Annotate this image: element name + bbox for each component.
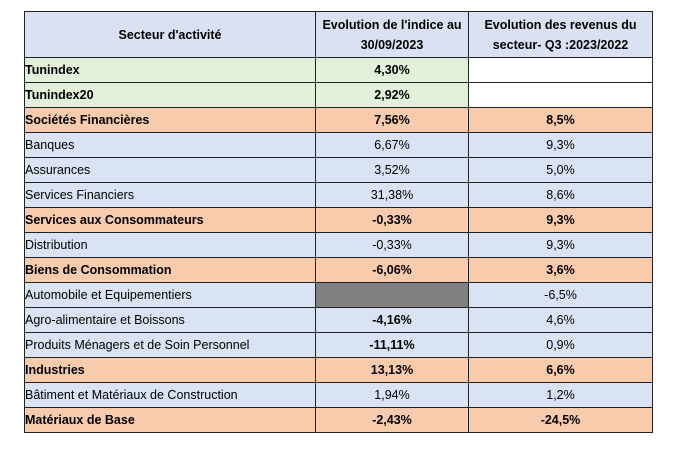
revenue-value: -6,5% bbox=[468, 282, 653, 308]
row-label: Assurances bbox=[24, 157, 316, 183]
index-value: 1,94% bbox=[315, 382, 469, 408]
table-row: Sociétés Financières 7,56% 8,5% bbox=[24, 107, 653, 133]
header-sector: Secteur d'activité bbox=[24, 11, 316, 58]
index-value: -2,43% bbox=[315, 407, 469, 433]
row-label: Distribution bbox=[24, 232, 316, 258]
row-label: Bâtiment et Matériaux de Construction bbox=[24, 382, 316, 408]
sector-performance-table: Secteur d'activité Evolution de l'indice… bbox=[24, 11, 653, 433]
revenue-value: -24,5% bbox=[468, 407, 653, 433]
index-value: -6,06% bbox=[315, 257, 469, 283]
revenue-value: 8,5% bbox=[468, 107, 653, 133]
row-label: Industries bbox=[24, 357, 316, 383]
index-value: 13,13% bbox=[315, 357, 469, 383]
revenue-value: 9,3% bbox=[468, 232, 653, 258]
row-label: Tunindex bbox=[24, 57, 316, 83]
table-row: Services aux Consommateurs -0,33% 9,3% bbox=[24, 207, 653, 233]
index-value: 6,67% bbox=[315, 132, 469, 158]
revenue-value bbox=[468, 57, 653, 83]
table-row: Matériaux de Base -2,43% -24,5% bbox=[24, 407, 653, 433]
row-label: Services aux Consommateurs bbox=[24, 207, 316, 233]
revenue-value bbox=[468, 82, 653, 108]
revenue-value: 3,6% bbox=[468, 257, 653, 283]
index-value: -0,33% bbox=[315, 207, 469, 233]
table-row: Bâtiment et Matériaux de Construction 1,… bbox=[24, 382, 653, 408]
table-header-row: Secteur d'activité Evolution de l'indice… bbox=[24, 11, 653, 58]
table-row: Industries 13,13% 6,6% bbox=[24, 357, 653, 383]
revenue-value: 0,9% bbox=[468, 332, 653, 358]
row-label: Sociétés Financières bbox=[24, 107, 316, 133]
row-label: Services Financiers bbox=[24, 182, 316, 208]
table-row: Biens de Consommation -6,06% 3,6% bbox=[24, 257, 653, 283]
revenue-value: 6,6% bbox=[468, 357, 653, 383]
table-row: Automobile et Equipementiers -6,5% bbox=[24, 282, 653, 308]
revenue-value: 4,6% bbox=[468, 307, 653, 333]
index-no-data-cell bbox=[315, 282, 469, 308]
revenue-value: 8,6% bbox=[468, 182, 653, 208]
table-row: Tunindex20 2,92% bbox=[24, 82, 653, 108]
index-value: 2,92% bbox=[315, 82, 469, 108]
index-value: -11,11% bbox=[315, 332, 469, 358]
index-value: 4,30% bbox=[315, 57, 469, 83]
table-row: Assurances 3,52% 5,0% bbox=[24, 157, 653, 183]
revenue-value: 9,3% bbox=[468, 207, 653, 233]
index-value: 31,38% bbox=[315, 182, 469, 208]
row-label: Matériaux de Base bbox=[24, 407, 316, 433]
row-label: Produits Ménagers et de Soin Personnel bbox=[24, 332, 316, 358]
header-index-evolution: Evolution de l'indice au 30/09/2023 bbox=[315, 11, 469, 58]
header-revenue-evolution: Evolution des revenus du secteur- Q3 :20… bbox=[468, 11, 653, 58]
row-label: Banques bbox=[24, 132, 316, 158]
revenue-value: 1,2% bbox=[468, 382, 653, 408]
table-row: Services Financiers 31,38% 8,6% bbox=[24, 182, 653, 208]
index-value: 7,56% bbox=[315, 107, 469, 133]
row-label: Agro-alimentaire et Boissons bbox=[24, 307, 316, 333]
table-row: Banques 6,67% 9,3% bbox=[24, 132, 653, 158]
revenue-value: 5,0% bbox=[468, 157, 653, 183]
row-label: Tunindex20 bbox=[24, 82, 316, 108]
row-label: Automobile et Equipementiers bbox=[24, 282, 316, 308]
row-label: Biens de Consommation bbox=[24, 257, 316, 283]
table-row: Agro-alimentaire et Boissons -4,16% 4,6% bbox=[24, 307, 653, 333]
table-row: Produits Ménagers et de Soin Personnel -… bbox=[24, 332, 653, 358]
table-row: Tunindex 4,30% bbox=[24, 57, 653, 83]
index-value: -0,33% bbox=[315, 232, 469, 258]
revenue-value: 9,3% bbox=[468, 132, 653, 158]
table-row: Distribution -0,33% 9,3% bbox=[24, 232, 653, 258]
index-value: -4,16% bbox=[315, 307, 469, 333]
index-value: 3,52% bbox=[315, 157, 469, 183]
